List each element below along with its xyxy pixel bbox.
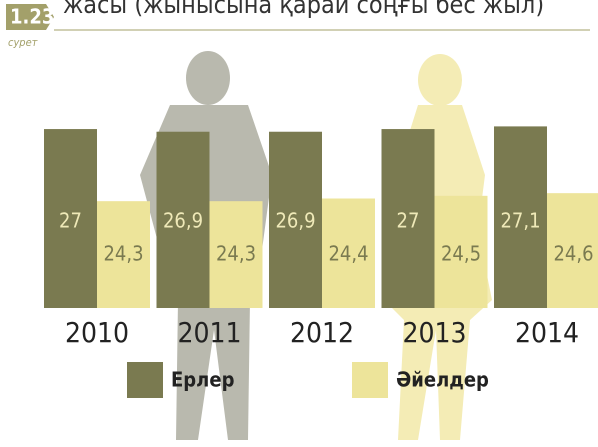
bar [209,201,263,308]
bar [547,193,598,308]
bar [322,198,375,308]
x-tick-label: 2012 [290,316,354,349]
chart-title: жасы (жынысына қарай соңғы бес жыл) [63,0,544,19]
value-label: 24,6 [553,242,593,266]
x-tick-label: 2014 [515,316,579,349]
value-label: 27 [59,209,82,233]
value-label: 26,9 [275,209,315,233]
legend-label: Әйелдер [396,368,489,392]
value-label: 27,1 [500,209,540,233]
value-label: 27 [397,209,420,233]
x-tick-label: 2010 [65,316,129,349]
x-tick-label: 2011 [177,316,241,349]
value-label: 24,3 [103,242,143,266]
bar [44,129,97,308]
legend-swatch [127,362,163,398]
legend-label: Ерлер [171,368,235,392]
bar [97,201,150,308]
value-label: 26,9 [163,209,203,233]
figure-word: сурет [8,36,38,49]
bar [269,131,322,308]
value-label: 24,3 [216,242,256,266]
legend-swatch [352,362,388,398]
bar [381,129,435,308]
figure-badge [6,4,54,30]
value-label: 24,4 [328,242,368,266]
bar [434,195,488,308]
bar [494,126,547,308]
value-label: 24,5 [441,242,481,266]
bar [156,131,210,308]
figure-number: 1.23 [10,5,54,29]
x-tick-label: 2013 [402,316,466,349]
